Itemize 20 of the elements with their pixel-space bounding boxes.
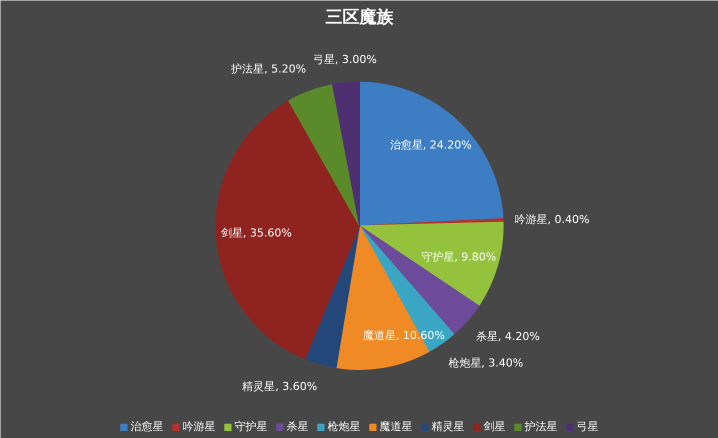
legend-label: 守护星 [234, 419, 268, 434]
data-label: 精灵星, 3.60% [242, 380, 318, 394]
data-label: 剑星, 35.60% [220, 226, 292, 240]
legend-label: 精灵星 [432, 419, 464, 434]
data-label: 治愈星, 24.20% [390, 138, 472, 152]
data-label: 护法星, 5.20% [230, 62, 306, 76]
legend-label: 吟游星 [182, 419, 216, 434]
legend-label: 护法星 [524, 419, 558, 434]
legend-label: 弓星 [576, 419, 598, 434]
data-label: 弓星, 3.00% [312, 53, 377, 66]
legend-label: 魔道星 [380, 419, 412, 434]
legend-label: 剑星 [484, 419, 506, 434]
legend-label: 枪炮星 [328, 419, 360, 434]
data-label: 守护星, 9.80% [421, 250, 496, 264]
legend-label: 治愈星 [130, 419, 164, 434]
data-label: 吟游星, 0.40% [514, 213, 590, 226]
chart-title: 三区魔族 [326, 8, 394, 28]
legend-label: 杀星 [286, 419, 308, 434]
data-label: 枪炮星, 3.40% [448, 356, 524, 370]
data-label: 杀星, 4.20% [476, 330, 540, 343]
